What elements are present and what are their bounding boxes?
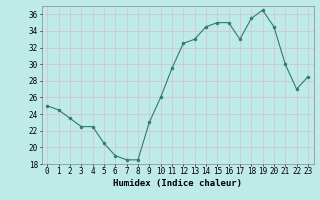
X-axis label: Humidex (Indice chaleur): Humidex (Indice chaleur) [113,179,242,188]
